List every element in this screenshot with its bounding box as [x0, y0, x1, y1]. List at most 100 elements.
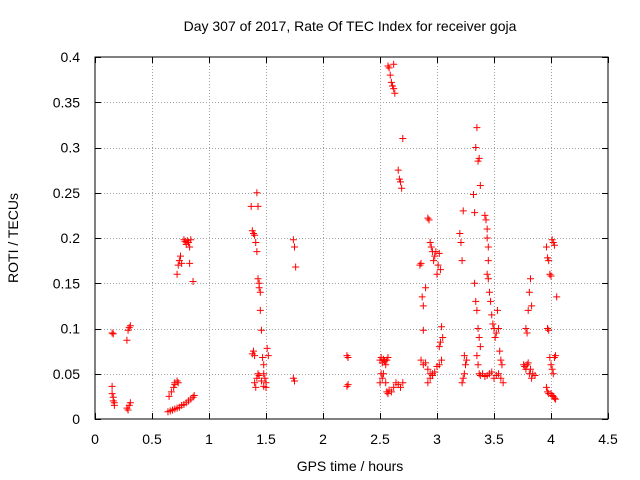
data-point: [126, 399, 134, 407]
data-point: [256, 306, 264, 314]
data-point: [473, 306, 481, 314]
data-point: [549, 370, 557, 378]
data-point: [187, 236, 195, 244]
data-point: [419, 302, 427, 310]
data-point: [432, 248, 440, 256]
data-point: [476, 182, 484, 190]
data-point: [386, 71, 394, 79]
data-point: [251, 231, 259, 239]
data-point: [439, 334, 447, 342]
data-point: [109, 330, 117, 338]
data-point: [249, 347, 257, 355]
x-tick-label: 0.5: [142, 431, 162, 447]
data-point: [424, 379, 432, 387]
data-point: [173, 377, 181, 385]
data-point: [550, 353, 558, 361]
data-point: [497, 356, 505, 364]
x-tick-label: 2.5: [370, 431, 390, 447]
data-point: [471, 209, 479, 217]
data-point: [522, 325, 530, 332]
data-point: [397, 178, 405, 186]
data-point: [384, 390, 392, 398]
data-point: [398, 184, 406, 192]
data-point: [482, 216, 490, 224]
data-point: [456, 229, 464, 237]
data-point: [552, 352, 560, 360]
y-axis-ticks: 0 0.05 0.1 0.15 0.2 0.25 0.3 0.35 0.4: [53, 49, 608, 427]
data-point: [260, 382, 268, 390]
data-point: [546, 270, 554, 278]
data-point: [523, 329, 531, 337]
data-point: [165, 392, 173, 400]
data-point: [417, 356, 425, 364]
data-point: [462, 361, 469, 369]
data-point: [254, 275, 262, 283]
data-point: [524, 306, 532, 314]
data-point: [425, 216, 433, 224]
data-point: [553, 293, 561, 301]
data-point: [434, 261, 442, 269]
x-tick-label: 3.5: [484, 431, 504, 447]
data-point: [378, 374, 386, 382]
data-point: [488, 368, 496, 376]
data-point: [394, 166, 402, 174]
x-tick-label: 4.5: [598, 431, 618, 447]
data-point: [485, 288, 493, 296]
data-point: [291, 377, 298, 385]
data-point: [483, 270, 491, 278]
data-point: [550, 241, 558, 249]
data-point: [174, 261, 182, 269]
x-tick-label: 2: [319, 431, 327, 447]
data-point: [436, 338, 444, 346]
y-tick-label: 0.25: [53, 185, 80, 201]
data-point: [190, 391, 198, 399]
data-point: [177, 252, 184, 260]
data-point: [431, 252, 439, 260]
data-point: [384, 62, 392, 70]
y-tick-label: 0.3: [61, 140, 81, 156]
data-point: [399, 134, 407, 142]
data-point: [469, 191, 477, 199]
data-point: [523, 361, 531, 369]
data-point: [251, 379, 259, 387]
data-point: [418, 293, 426, 301]
data-point: [253, 189, 261, 197]
data-point: [433, 270, 441, 278]
data-point: [399, 379, 407, 387]
data-point: [292, 263, 300, 271]
data-point: [252, 239, 260, 247]
data-point: [254, 202, 262, 210]
chart-title: Day 307 of 2017, Rate Of TEC Index for r…: [184, 18, 517, 34]
data-point: [497, 374, 505, 382]
y-tick-label: 0.35: [53, 94, 80, 110]
data-point: [344, 381, 352, 389]
data-point: [256, 288, 264, 296]
data-point: [460, 370, 468, 378]
data-point: [524, 359, 532, 367]
data-point: [397, 383, 405, 391]
data-point: [124, 406, 132, 414]
data-point: [531, 372, 539, 380]
data-point: [417, 259, 425, 267]
x-tick-label: 1.5: [256, 431, 276, 447]
x-tick-label: 0: [91, 431, 99, 447]
data-point: [474, 325, 482, 332]
data-point: [458, 379, 466, 387]
data-point: [484, 275, 492, 283]
data-point: [385, 64, 393, 72]
data-point: [382, 379, 390, 387]
data-point: [491, 334, 499, 342]
data-point: [428, 370, 436, 378]
data-point: [260, 361, 268, 369]
data-point: [498, 361, 506, 369]
data-point: [526, 365, 534, 373]
x-tick-label: 1: [205, 431, 213, 447]
data-point: [379, 370, 387, 378]
data-point: [422, 284, 430, 292]
data-point: [382, 361, 390, 369]
data-point: [473, 124, 481, 132]
data-point: [457, 239, 465, 247]
data-point: [495, 325, 503, 332]
